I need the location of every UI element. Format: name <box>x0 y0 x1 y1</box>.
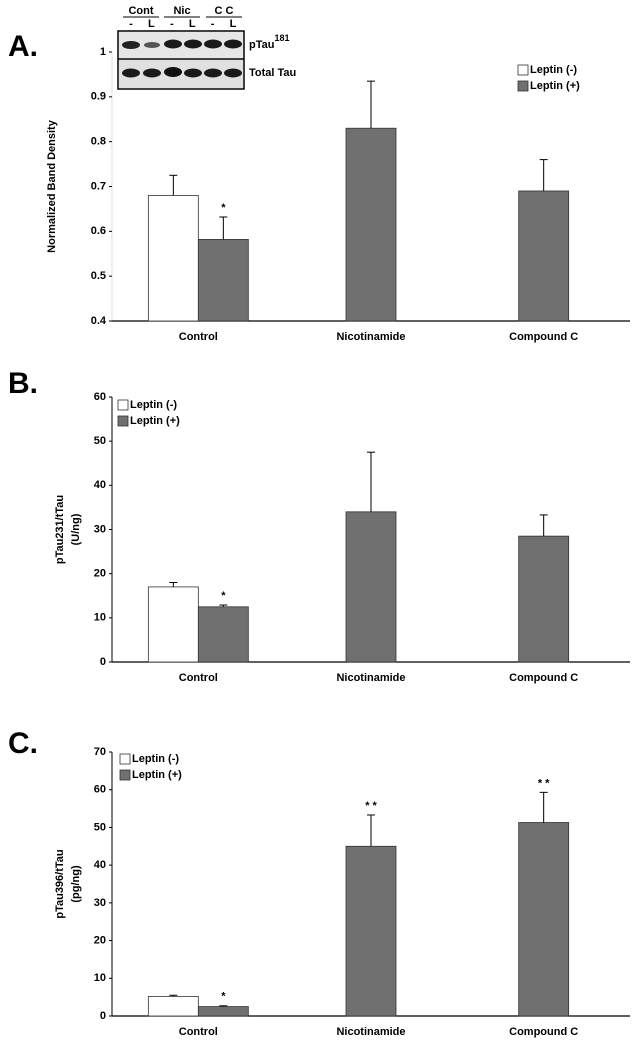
bar <box>197 1006 249 1017</box>
error-bar <box>169 994 178 997</box>
y-tick-label: 0.6 <box>91 225 106 237</box>
y-tick-label: 30 <box>94 897 106 909</box>
y-tick-label: 0.7 <box>91 180 106 192</box>
y-tick-label: 50 <box>94 435 106 447</box>
y-tick-label: 30 <box>94 523 106 535</box>
blot-group-label: Cont <box>128 5 153 17</box>
y-tick-label: 40 <box>94 479 106 491</box>
legend-label: Leptin (-) <box>530 64 577 76</box>
y-tick-label: 40 <box>94 859 106 871</box>
bar <box>518 535 570 663</box>
bar <box>147 195 199 322</box>
blot-row-text: Total Tau <box>249 67 296 79</box>
y-tick-label: 0 <box>100 656 106 668</box>
y-tick-label: 20 <box>94 934 106 946</box>
y-axis-label: pTau396/tTau <box>54 849 66 918</box>
legend-swatch <box>117 415 129 427</box>
blot-group-label: Nic <box>173 5 190 17</box>
panel-label: A. <box>8 30 38 63</box>
y-tick-label: 10 <box>94 972 106 984</box>
error-bar <box>367 814 375 847</box>
legend-swatch <box>517 64 529 76</box>
x-tick-label: Nicotinamide <box>336 331 405 343</box>
error-bar <box>539 514 548 537</box>
bar <box>197 606 249 663</box>
error-bar <box>367 80 375 129</box>
y-tick-label: 1 <box>100 46 106 58</box>
legend-swatch <box>117 399 129 411</box>
blot-lane-label: L <box>148 18 155 30</box>
bar <box>345 127 397 322</box>
error-bar <box>219 1005 228 1007</box>
x-tick-label: Nicotinamide <box>336 1026 405 1038</box>
legend-label: Leptin (-) <box>132 753 179 765</box>
y-axis-label: Normalized Band Density <box>46 119 58 253</box>
legend-label: Leptin (-) <box>130 399 177 411</box>
blot-lane-label: L <box>230 18 237 30</box>
x-tick-label: Compound C <box>509 1026 578 1038</box>
blot-row-label: pTau181 <box>249 33 290 51</box>
error-bar <box>539 791 548 823</box>
legend-label: Leptin (+) <box>132 769 182 781</box>
y-tick-label: 50 <box>94 821 106 833</box>
y-tick-label: 20 <box>94 568 106 580</box>
y-tick-label: 60 <box>94 784 106 796</box>
x-tick-label: Compound C <box>509 331 578 343</box>
annotation: * * <box>365 800 377 812</box>
y-axis-label: pTau231/tTau <box>54 495 66 564</box>
y-axis-label: (pg/ng) <box>70 865 82 903</box>
x-tick-label: Control <box>179 331 218 343</box>
error-bar <box>539 159 548 191</box>
bar <box>147 586 199 663</box>
bar <box>518 190 570 322</box>
blot-row-label: Total Tau <box>249 67 296 79</box>
y-tick-label: 0.9 <box>91 91 106 103</box>
bar <box>518 822 570 1017</box>
legend-swatch <box>517 80 529 92</box>
annotation: * <box>221 202 226 214</box>
annotation: * * <box>538 777 550 789</box>
panel-label: B. <box>8 367 38 400</box>
error-bar <box>219 604 228 607</box>
annotation: * <box>221 590 226 602</box>
bar <box>147 995 199 1017</box>
blot-row-text: pTau <box>249 39 274 51</box>
error-bar <box>367 451 375 512</box>
error-bar <box>169 582 178 587</box>
blot-lane-label: - <box>170 18 174 30</box>
bar <box>345 511 397 663</box>
blot-lane-label: - <box>129 18 133 30</box>
blot-lane-label: - <box>211 18 215 30</box>
y-tick-label: 0 <box>100 1010 106 1022</box>
legend-label: Leptin (+) <box>530 80 580 92</box>
y-tick-label: 60 <box>94 391 106 403</box>
bar <box>345 845 397 1017</box>
error-bar <box>219 216 228 240</box>
y-tick-label: 70 <box>94 746 106 758</box>
x-tick-label: Compound C <box>509 672 578 684</box>
y-tick-label: 0.8 <box>91 136 106 148</box>
x-tick-label: Nicotinamide <box>336 672 405 684</box>
blot-group-label: C C <box>215 5 234 17</box>
blot-lane-label: L <box>189 18 196 30</box>
error-bar <box>169 174 178 196</box>
blot-row-sup: 181 <box>274 33 289 43</box>
y-tick-label: 10 <box>94 612 106 624</box>
y-tick-label: 0.4 <box>91 315 107 327</box>
panel-label: C. <box>8 727 38 760</box>
blot-image <box>117 30 245 90</box>
legend-label: Leptin (+) <box>130 415 180 427</box>
legend-swatch <box>119 753 131 765</box>
y-axis-label: (U/ng) <box>70 513 82 545</box>
annotation: * <box>221 991 226 1003</box>
bar <box>197 239 249 322</box>
x-tick-label: Control <box>179 672 218 684</box>
legend-swatch <box>119 769 131 781</box>
x-tick-label: Control <box>179 1026 218 1038</box>
y-tick-label: 0.5 <box>91 270 106 282</box>
